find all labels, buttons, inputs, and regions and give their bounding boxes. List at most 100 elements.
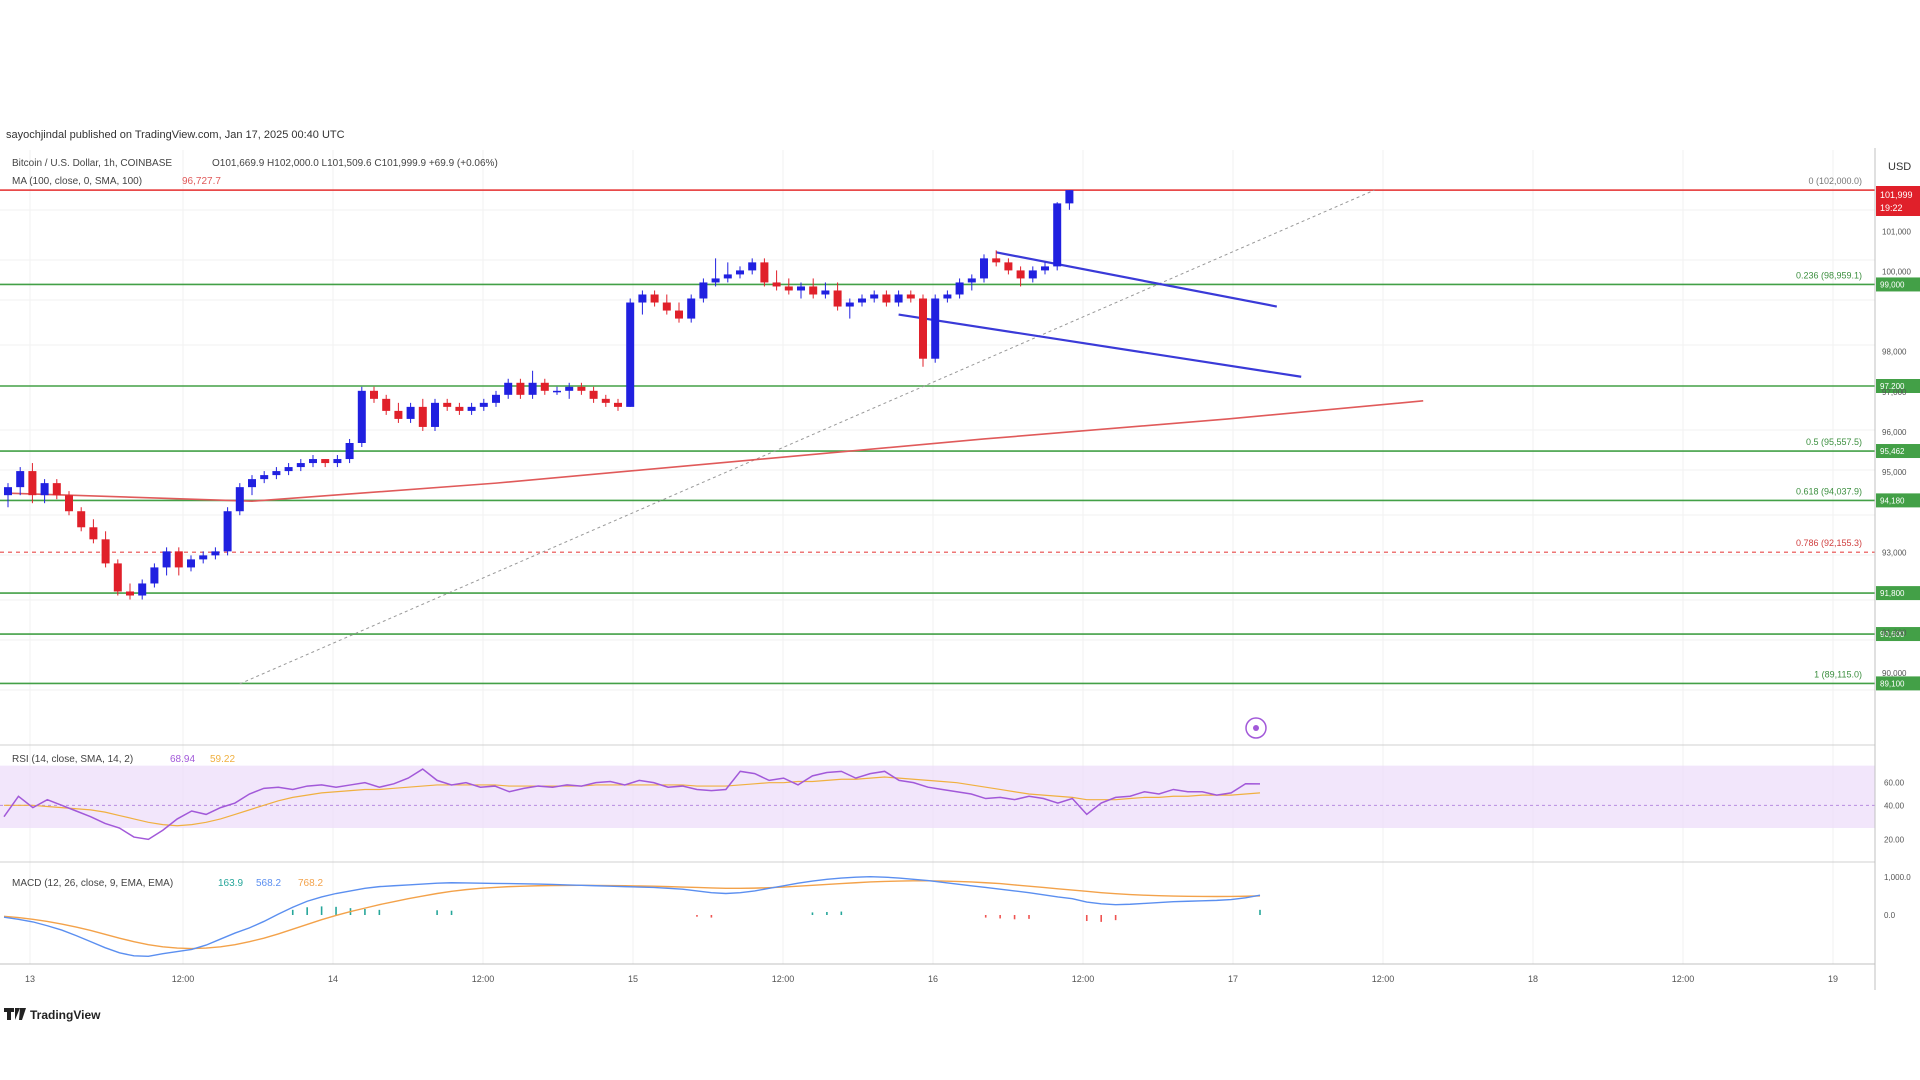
candle-body [797, 286, 805, 291]
macd-level-label: 1,000.0 [1884, 873, 1911, 882]
candle-body [431, 402, 439, 427]
candle-body [906, 294, 915, 299]
price-tick-label: 100,000 [1882, 267, 1911, 276]
candle-body [101, 539, 110, 564]
candle-body [40, 483, 49, 496]
macd-signal-line [3, 880, 1261, 950]
price-axis[interactable]: 101,000 100,000 98,000 97,000 96,000 95,000 93… [1882, 227, 1911, 677]
price-tick-label: 98,000 [1882, 348, 1907, 357]
level-label: 1 (89,115.0) [1814, 669, 1862, 679]
candle-body [248, 479, 256, 488]
channel-upper-line [995, 251, 1278, 308]
candle-body [467, 406, 476, 411]
time-tick-label: 14 [328, 974, 338, 984]
grid [0, 150, 1875, 964]
macd-level-label: 0.0 [1884, 911, 1896, 920]
time-axis[interactable]: 13 12:00 14 12:00 15 12:00 16 12:00 17 12:00 18 12:… [25, 974, 1838, 984]
candle-body [199, 555, 208, 560]
rsi-level-label: 40.00 [1884, 801, 1905, 810]
rsi-line [3, 768, 1261, 841]
candle-body [443, 402, 452, 407]
time-tick-label: 12:00 [772, 974, 795, 984]
candle-body [955, 282, 964, 295]
candle-body [1053, 203, 1062, 267]
macd-label: MACD (12, 26, close, 9, EMA, EMA) [12, 878, 173, 889]
level-axis-tag [1876, 277, 1920, 292]
candle-body [821, 290, 830, 295]
candle-body [601, 398, 610, 403]
candles [4, 190, 1074, 600]
candle-body [540, 382, 549, 391]
alert-icon[interactable] [1245, 717, 1267, 739]
candle-body [919, 298, 927, 359]
candle-body [809, 286, 818, 295]
time-tick-label: 12:00 [172, 974, 195, 984]
candle-body [223, 511, 232, 552]
level-axis-label: 90,600 [1880, 630, 1905, 639]
candle-body [699, 282, 708, 299]
candle-body [504, 382, 513, 395]
candle-body [833, 290, 842, 307]
candle-body [760, 262, 769, 283]
tradingview-logo-text: TradingView [30, 1008, 101, 1022]
candle-body [150, 567, 159, 584]
time-tick-label: 13 [25, 974, 35, 984]
candle-body [345, 442, 354, 460]
current-price-tag [1876, 186, 1920, 216]
candle-body [577, 386, 586, 391]
candle-body [858, 298, 866, 303]
candle-body [1028, 270, 1037, 279]
candle-body [52, 483, 61, 496]
candle-body [162, 551, 171, 568]
level-label: 0.5 (95,557.5) [1806, 437, 1862, 447]
candle-body [931, 298, 940, 359]
candle-body [894, 294, 903, 303]
current-price-countdown: 19:22 [1880, 203, 1903, 213]
candle-body [980, 258, 988, 279]
rsi-pane: 60.00 40.00 20.00 [0, 765, 1905, 844]
candle-body [4, 487, 12, 496]
candle-body [126, 591, 134, 596]
tradingview-logo[interactable]: TradingView [4, 1008, 101, 1022]
rsi-level-label: 60.00 [1884, 779, 1905, 788]
candle-body [1041, 266, 1049, 271]
candle-body [211, 551, 220, 556]
time-tick-label: 16 [928, 974, 938, 984]
candle-body [992, 258, 1001, 263]
level-axis-tag [1876, 493, 1920, 508]
candle-body [89, 527, 98, 540]
fib-trend-line [239, 189, 1375, 685]
candle-body [870, 294, 879, 299]
candle-body [321, 459, 330, 464]
price-tick-label: 91,000 [1882, 629, 1907, 638]
candle-body [309, 459, 317, 464]
candle-body [772, 282, 781, 287]
rsi-level-label: 20.00 [1884, 835, 1905, 844]
currency-label[interactable]: USD [1888, 161, 1911, 173]
candle-body [638, 294, 647, 303]
level-axis-label: 95,462 [1880, 447, 1905, 456]
candle-body [967, 278, 976, 283]
candle-body [943, 294, 952, 299]
candle-body [711, 278, 720, 283]
time-tick-label: 18 [1528, 974, 1538, 984]
level-axis-tag [1876, 676, 1920, 691]
candle-body [394, 410, 403, 419]
candle-body [626, 302, 635, 407]
level-axis-label: 97,200 [1880, 382, 1905, 391]
macd-signal-value: 568.2 [256, 878, 281, 889]
macd-line [3, 876, 1261, 957]
level-axis-tag [1876, 586, 1920, 601]
ma-value: 96,727.7 [182, 176, 221, 187]
ma-100-line [7, 400, 1424, 502]
time-tick-label: 12:00 [1372, 974, 1395, 984]
candle-body [65, 495, 73, 512]
levels: 0 (102,000.0) 0.236 (98,959.1) 99,000 97,20… [0, 176, 1920, 691]
candle-body [1016, 270, 1025, 279]
level-label: 0.618 (94,037.9) [1796, 486, 1862, 496]
level-label: 0.786 (92,155.3) [1796, 538, 1862, 548]
candle-body [455, 406, 464, 411]
price-tick-label: 101,000 [1882, 227, 1911, 236]
time-tick-label: 19 [1828, 974, 1838, 984]
candle-body [357, 390, 366, 443]
